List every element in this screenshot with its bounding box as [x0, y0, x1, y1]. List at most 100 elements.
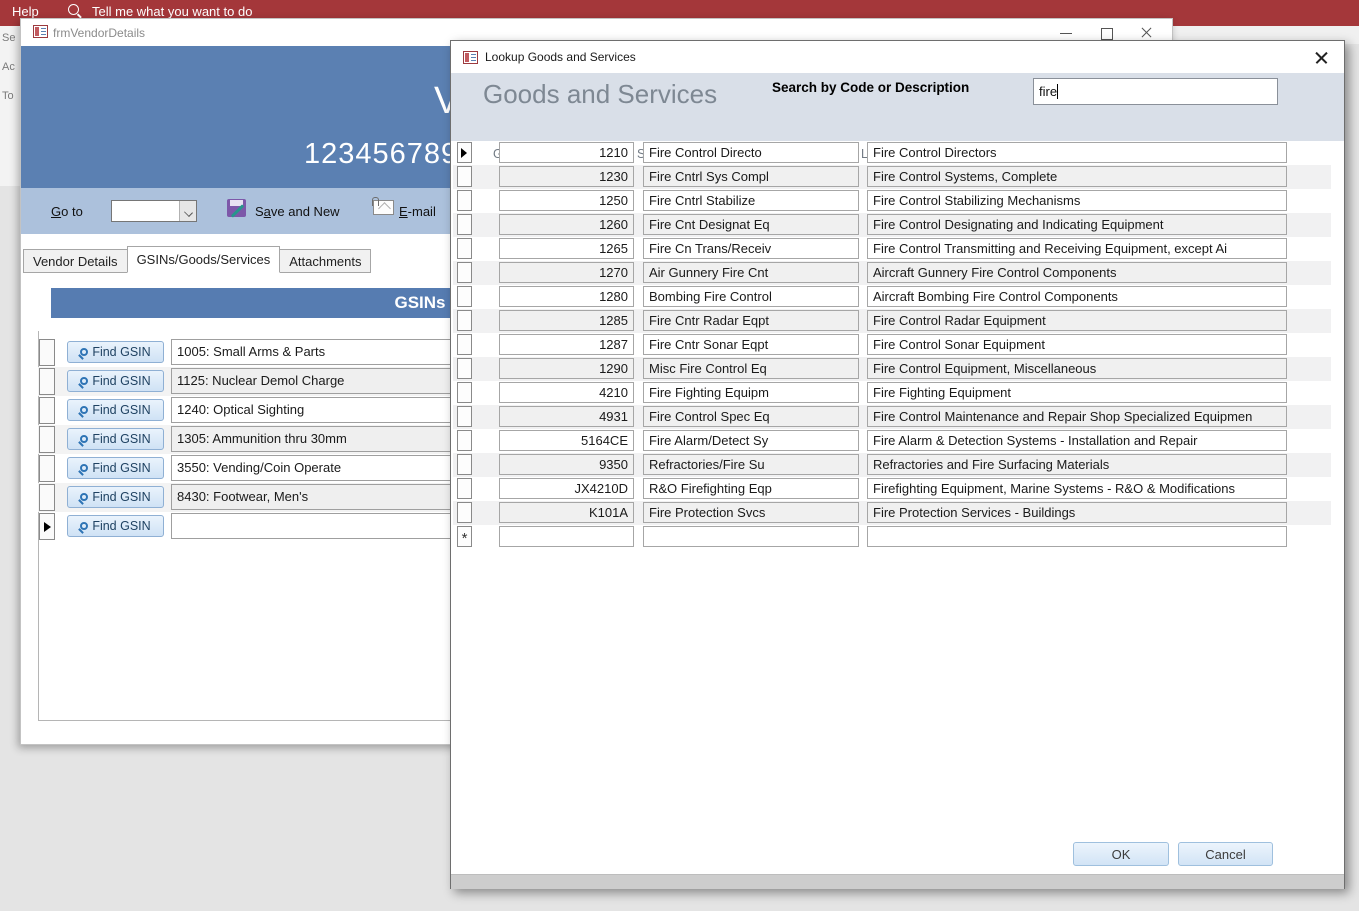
record-selector[interactable]	[457, 286, 472, 307]
record-selector[interactable]	[457, 334, 472, 355]
email-button[interactable]: E-mail	[399, 204, 436, 219]
long-description-cell[interactable]: Firefighting Equipment, Marine Systems -…	[867, 478, 1287, 499]
gsin-value-field[interactable]: 1125: Nuclear Demol Charge	[171, 368, 469, 394]
gsin-value-field[interactable]	[171, 513, 469, 539]
record-selector[interactable]	[457, 406, 472, 427]
find-gsin-button[interactable]: Find GSIN	[67, 486, 164, 508]
gsin-code-cell[interactable]: 1260	[499, 214, 634, 235]
record-selector[interactable]	[457, 238, 472, 259]
short-description-cell[interactable]: R&O Firefighting Eqp	[643, 478, 859, 499]
find-gsin-button[interactable]: Find GSIN	[67, 370, 164, 392]
long-description-cell[interactable]: Fire Control Directors	[867, 142, 1287, 163]
short-description-cell[interactable]: Fire Cnt Designat Eq	[643, 214, 859, 235]
tab-vendor-details[interactable]: Vendor Details	[23, 249, 128, 273]
search-input[interactable]: fire	[1033, 78, 1278, 105]
record-selector[interactable]	[457, 214, 472, 235]
record-selector[interactable]	[457, 166, 472, 187]
record-selector[interactable]	[457, 358, 472, 379]
short-description-cell[interactable]: Misc Fire Control Eq	[643, 358, 859, 379]
short-description-cell[interactable]: Bombing Fire Control	[643, 286, 859, 307]
gsin-value-field[interactable]: 3550: Vending/Coin Operate	[171, 455, 469, 481]
gsin-code-cell[interactable]: 5164CE	[499, 430, 634, 451]
long-description-cell[interactable]: Aircraft Bombing Fire Control Components	[867, 286, 1287, 307]
gsin-code-cell[interactable]: K101A	[499, 502, 634, 523]
long-description-cell[interactable]: Fire Control Systems, Complete	[867, 166, 1287, 187]
long-description-cell[interactable]: Fire Fighting Equipment	[867, 382, 1287, 403]
record-selector[interactable]	[39, 484, 55, 511]
gsin-code-cell[interactable]: JX4210D	[499, 478, 634, 499]
tab-attachments[interactable]: Attachments	[279, 249, 372, 273]
short-description-cell[interactable]: Fire Control Spec Eq	[643, 406, 859, 427]
gsin-code-cell[interactable]	[499, 526, 634, 547]
short-description-cell[interactable]: Refractories/Fire Su	[643, 454, 859, 475]
ribbon-tab-help[interactable]: Help	[12, 4, 39, 19]
short-description-cell[interactable]: Fire Cntrl Sys Compl	[643, 166, 859, 187]
short-description-cell[interactable]: Fire Protection Svcs	[643, 502, 859, 523]
long-description-cell[interactable]: Fire Control Transmitting and Receiving …	[867, 238, 1287, 259]
record-selector[interactable]	[39, 426, 55, 453]
long-description-cell[interactable]: Fire Control Designating and Indicating …	[867, 214, 1287, 235]
find-gsin-button[interactable]: Find GSIN	[67, 457, 164, 479]
gsin-code-cell[interactable]: 1287	[499, 334, 634, 355]
find-gsin-button[interactable]: Find GSIN	[67, 515, 164, 537]
cancel-button[interactable]: Cancel	[1178, 842, 1273, 866]
gsin-value-field[interactable]: 1005: Small Arms & Parts	[171, 339, 469, 365]
gsin-value-field[interactable]: 1305: Ammunition thru 30mm	[171, 426, 469, 452]
record-selector[interactable]	[39, 368, 55, 395]
tab-gsins-goods-services[interactable]: GSINs/Goods/Services	[126, 246, 281, 273]
long-description-cell[interactable]: Refractories and Fire Surfacing Material…	[867, 454, 1287, 475]
chevron-down-icon[interactable]	[179, 201, 196, 221]
goto-combobox[interactable]	[111, 200, 197, 222]
gsin-code-cell[interactable]: 1270	[499, 262, 634, 283]
gsin-code-cell[interactable]: 4210	[499, 382, 634, 403]
gsin-code-cell[interactable]: 1280	[499, 286, 634, 307]
save-icon[interactable]	[227, 199, 246, 217]
minimize-button[interactable]	[1046, 19, 1086, 46]
save-and-new-button[interactable]: Save and New	[255, 204, 340, 219]
find-gsin-button[interactable]: Find GSIN	[67, 428, 164, 450]
long-description-cell[interactable]: Fire Control Sonar Equipment	[867, 334, 1287, 355]
gsin-code-cell[interactable]: 1290	[499, 358, 634, 379]
long-description-cell[interactable]: Fire Control Radar Equipment	[867, 310, 1287, 331]
gsin-code-cell[interactable]: 1230	[499, 166, 634, 187]
maximize-button[interactable]	[1086, 19, 1126, 46]
gsin-value-field[interactable]: 8430: Footwear, Men's	[171, 484, 469, 510]
record-selector[interactable]	[457, 478, 472, 499]
short-description-cell[interactable]: Fire Alarm/Detect Sy	[643, 430, 859, 451]
record-selector[interactable]	[457, 430, 472, 451]
tell-me-search[interactable]: Tell me what you want to do	[92, 4, 253, 19]
record-selector[interactable]	[39, 339, 55, 366]
email-icon[interactable]	[372, 197, 394, 215]
record-selector[interactable]	[39, 455, 55, 482]
long-description-cell[interactable]: Fire Control Equipment, Miscellaneous	[867, 358, 1287, 379]
short-description-cell[interactable]: Fire Fighting Equipm	[643, 382, 859, 403]
long-description-cell[interactable]: Fire Alarm & Detection Systems - Install…	[867, 430, 1287, 451]
gsin-code-cell[interactable]: 1250	[499, 190, 634, 211]
ok-button[interactable]: OK	[1073, 842, 1169, 866]
gsin-code-cell[interactable]: 1285	[499, 310, 634, 331]
short-description-cell[interactable]: Fire Cntr Sonar Eqpt	[643, 334, 859, 355]
short-description-cell[interactable]	[643, 526, 859, 547]
gsin-value-field[interactable]: 1240: Optical Sighting	[171, 397, 469, 423]
find-gsin-button[interactable]: Find GSIN	[67, 341, 164, 363]
short-description-cell[interactable]: Fire Cntrl Stabilize	[643, 190, 859, 211]
record-selector[interactable]	[457, 310, 472, 331]
close-icon[interactable]	[1310, 47, 1332, 69]
long-description-cell[interactable]: Fire Control Maintenance and Repair Shop…	[867, 406, 1287, 427]
short-description-cell[interactable]: Fire Cntr Radar Eqpt	[643, 310, 859, 331]
record-selector[interactable]	[39, 397, 55, 424]
short-description-cell[interactable]: Fire Control Directo	[643, 142, 859, 163]
gsin-code-cell[interactable]: 9350	[499, 454, 634, 475]
short-description-cell[interactable]: Fire Cn Trans/Receiv	[643, 238, 859, 259]
long-description-cell[interactable]: Fire Protection Services - Buildings	[867, 502, 1287, 523]
long-description-cell[interactable]	[867, 526, 1287, 547]
find-gsin-button[interactable]: Find GSIN	[67, 399, 164, 421]
record-selector[interactable]	[457, 190, 472, 211]
long-description-cell[interactable]: Fire Control Stabilizing Mechanisms	[867, 190, 1287, 211]
record-selector[interactable]	[457, 262, 472, 283]
record-selector[interactable]	[457, 502, 472, 523]
new-record-selector[interactable]: *	[457, 526, 472, 547]
short-description-cell[interactable]: Air Gunnery Fire Cnt	[643, 262, 859, 283]
gsin-code-cell[interactable]: 1265	[499, 238, 634, 259]
long-description-cell[interactable]: Aircraft Gunnery Fire Control Components	[867, 262, 1287, 283]
